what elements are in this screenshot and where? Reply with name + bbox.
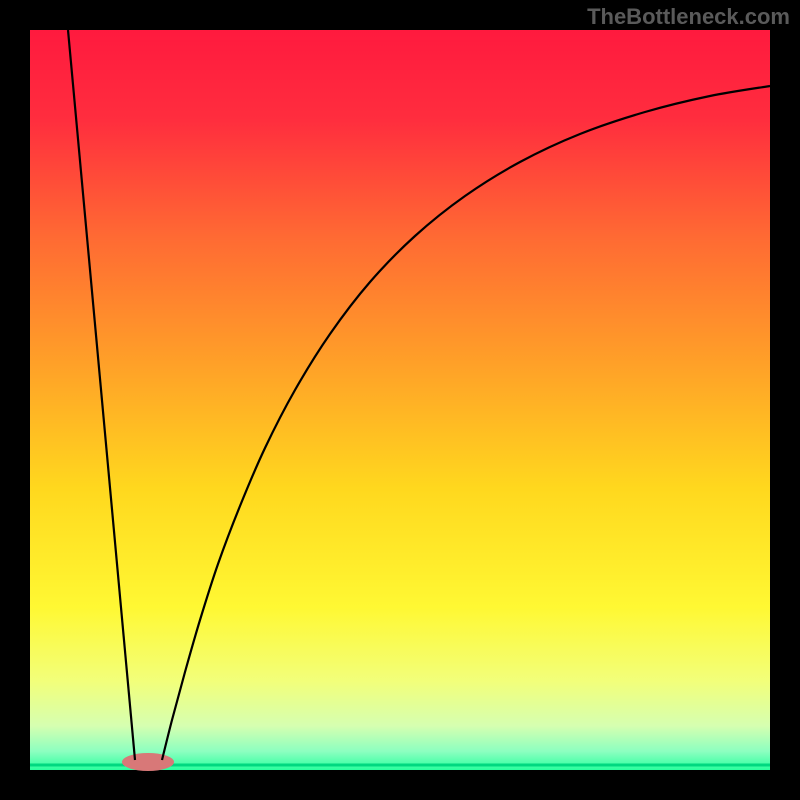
chart-container: { "watermark": { "text": "TheBottleneck.… xyxy=(0,0,800,800)
minimum-marker xyxy=(122,753,174,771)
watermark-text: TheBottleneck.com xyxy=(587,4,790,30)
bottleneck-chart xyxy=(0,0,800,800)
plot-background xyxy=(30,30,770,770)
